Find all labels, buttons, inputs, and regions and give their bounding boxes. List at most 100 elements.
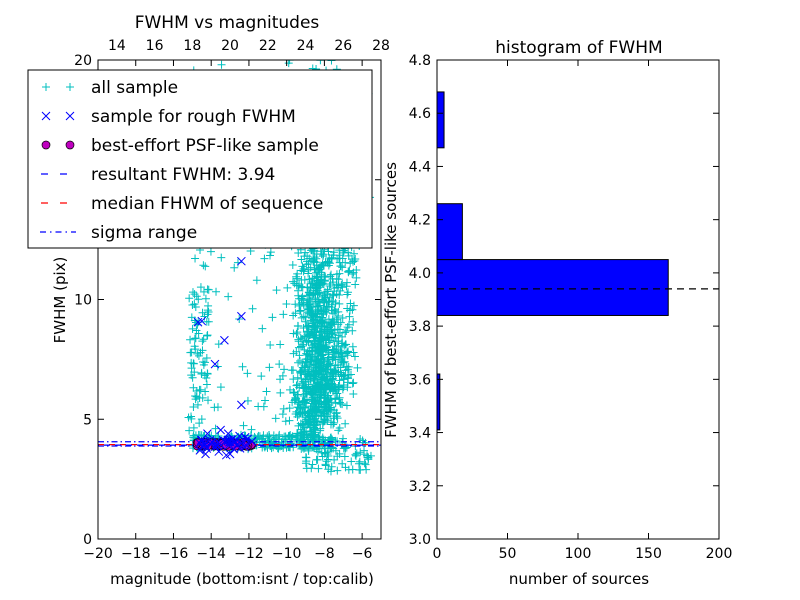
all-sample-point bbox=[190, 334, 199, 343]
all-sample-point bbox=[323, 362, 332, 371]
all-sample-point bbox=[334, 320, 343, 329]
all-sample-point bbox=[361, 460, 370, 469]
all-sample-point bbox=[199, 335, 208, 344]
all-sample-point bbox=[313, 273, 322, 282]
all-sample-point bbox=[316, 390, 325, 399]
all-sample-point bbox=[247, 425, 256, 434]
all-sample-point bbox=[334, 349, 343, 358]
all-sample-point bbox=[276, 388, 285, 397]
all-sample-point bbox=[204, 308, 213, 317]
all-sample-point bbox=[341, 463, 350, 472]
all-sample-point bbox=[335, 376, 344, 385]
legend-entry: resultant FWHM: 3.94 bbox=[40, 165, 275, 185]
all-sample-point bbox=[353, 363, 362, 372]
all-sample-point bbox=[300, 345, 309, 354]
all-sample-point bbox=[310, 265, 319, 274]
all-sample-point bbox=[254, 402, 263, 411]
all-sample-point bbox=[302, 358, 311, 367]
all-sample-point bbox=[348, 255, 357, 264]
all-sample-point bbox=[324, 247, 333, 256]
rough-sample-point bbox=[233, 439, 243, 449]
all-sample-point bbox=[302, 337, 311, 346]
all-sample-point bbox=[293, 431, 302, 440]
all-sample-point bbox=[292, 272, 301, 281]
all-sample-point bbox=[338, 352, 347, 361]
rough-sample-point bbox=[237, 311, 246, 321]
y-tick-label: 4.2 bbox=[409, 213, 431, 229]
scatter-panel: −20−18−16−14−12−10−8−6 05101520 14161820… bbox=[27, 13, 390, 588]
all-sample-point bbox=[204, 396, 213, 405]
all-sample-point bbox=[309, 343, 318, 352]
all-sample-point bbox=[313, 455, 322, 464]
all-sample-point bbox=[307, 464, 316, 473]
all-sample-point bbox=[343, 290, 352, 299]
all-sample-point bbox=[186, 335, 195, 344]
all-sample-point bbox=[321, 342, 330, 351]
y-tick-label: 4.0 bbox=[409, 266, 431, 282]
all-sample-point bbox=[362, 465, 371, 474]
histogram-x-label: number of sources bbox=[509, 570, 649, 588]
rough-sample-point bbox=[225, 449, 235, 459]
rough-sample-point bbox=[195, 438, 204, 448]
all-sample-point bbox=[361, 438, 370, 447]
all-sample-point bbox=[331, 446, 340, 455]
all-sample-point bbox=[337, 370, 346, 379]
y-tick-label: 3.6 bbox=[409, 372, 431, 388]
all-sample-point bbox=[305, 275, 314, 284]
all-sample-point bbox=[336, 262, 345, 271]
legend-entry: median FHWM of sequence bbox=[40, 194, 323, 214]
histogram-panel: 0 50 100 150 200 3.0 3.2 3.4 3.6 3.8 4.0 4.2 4.4 4.6… bbox=[382, 38, 732, 588]
all-sample-point bbox=[338, 313, 347, 322]
rough-sample-point bbox=[216, 425, 225, 435]
all-sample-point bbox=[345, 306, 354, 315]
all-sample-point bbox=[217, 253, 226, 262]
all-sample-point bbox=[313, 302, 322, 311]
all-sample-point bbox=[360, 459, 369, 468]
all-sample-point bbox=[190, 368, 199, 377]
top-x-tick-label: 20 bbox=[221, 38, 239, 54]
all-sample-point bbox=[288, 261, 297, 270]
all-sample-point bbox=[327, 318, 336, 327]
all-sample-point bbox=[333, 414, 342, 423]
top-x-tick-label: 28 bbox=[372, 38, 390, 54]
x-tick-label: −16 bbox=[159, 546, 189, 562]
rough-sample-point bbox=[210, 359, 220, 369]
rough-sample-point bbox=[200, 436, 210, 446]
histogram-bar bbox=[437, 91, 445, 149]
all-sample-point bbox=[303, 387, 312, 396]
all-sample-point bbox=[320, 294, 329, 303]
all-sample-point bbox=[312, 420, 321, 429]
all-sample-point bbox=[346, 370, 355, 379]
all-sample-point bbox=[325, 435, 334, 444]
all-sample-point bbox=[269, 431, 278, 440]
all-sample-point bbox=[335, 299, 344, 308]
all-sample-point bbox=[304, 382, 313, 391]
all-sample-point bbox=[248, 304, 257, 313]
all-sample-point bbox=[321, 273, 330, 282]
all-sample-point bbox=[314, 411, 323, 420]
legend-label: best-effort PSF-like sample bbox=[91, 136, 319, 156]
all-sample-point bbox=[201, 387, 210, 396]
rough-sample-point bbox=[225, 437, 235, 447]
all-sample-point bbox=[296, 408, 305, 417]
y-tick-label: 4.8 bbox=[409, 53, 431, 69]
all-sample-point bbox=[199, 287, 208, 296]
all-sample-point bbox=[309, 331, 318, 340]
all-sample-point bbox=[301, 313, 310, 322]
all-sample-point bbox=[329, 345, 338, 354]
all-sample-point bbox=[190, 316, 199, 325]
legend-label: resultant FWHM: 3.94 bbox=[91, 165, 275, 185]
top-x-tick-label: 26 bbox=[334, 38, 352, 54]
all-sample-point bbox=[314, 464, 323, 473]
all-sample-point bbox=[326, 433, 335, 442]
top-x-tick-label: 16 bbox=[146, 38, 164, 54]
all-sample-point bbox=[224, 292, 233, 301]
all-sample-point bbox=[264, 436, 273, 445]
all-sample-point bbox=[334, 331, 343, 340]
all-sample-point bbox=[344, 248, 353, 257]
histogram-y-label: FWHM of best-effort PSF-like sources bbox=[382, 162, 400, 438]
all-sample-point bbox=[316, 354, 325, 363]
rough-sample-point bbox=[201, 442, 211, 452]
all-sample-point bbox=[344, 288, 353, 297]
